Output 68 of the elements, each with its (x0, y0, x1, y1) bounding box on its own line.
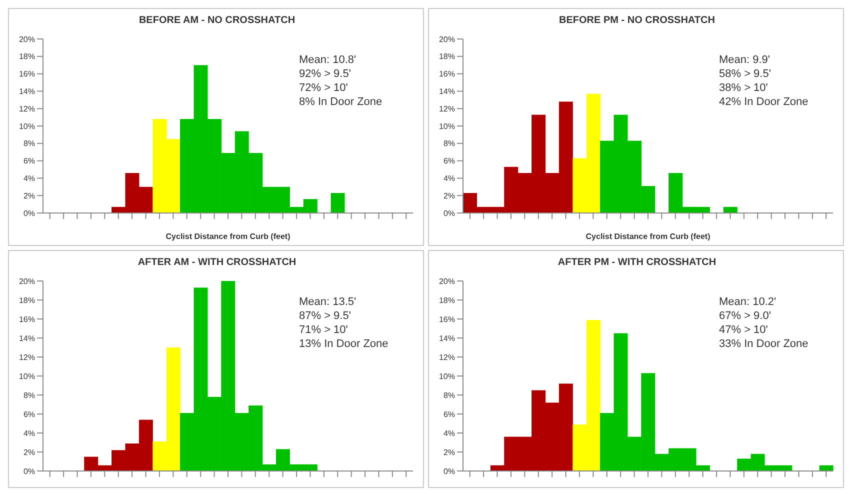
bar (723, 206, 738, 213)
y-tick-label: 12% (18, 352, 35, 362)
y-tick-label: 6% (23, 156, 35, 166)
annotation: Mean: 10.2' (719, 295, 778, 309)
y-tick-label: 16% (18, 70, 35, 79)
y-tick-label: 4% (23, 428, 35, 438)
y-tick-label: 18% (18, 296, 35, 305)
chart-title: BEFORE PM - NO CROSSHATCH (558, 15, 716, 26)
y-tick-label: 14% (438, 87, 455, 96)
y-tick-label: 10% (18, 122, 35, 131)
annotation: 8% In Door Zone (299, 95, 382, 109)
chart-title: AFTER PM - WITH CROSSHATCH (556, 257, 718, 268)
y-tick-label: 2% (443, 448, 455, 457)
x-axis-title: Cyclist Distance from Curb (feet) (166, 232, 291, 241)
y-tick-label: 14% (18, 87, 35, 96)
x-axis-title: Cyclist Distance from Curb (feet) (586, 232, 711, 241)
y-tick-label: 0% (443, 208, 455, 218)
y-tick-label: 8% (443, 390, 455, 400)
y-tick-label: 12% (438, 352, 455, 362)
y-tick-label: 18% (438, 52, 455, 62)
y-tick-label: 6% (23, 410, 35, 419)
bar (330, 192, 345, 213)
annotation: 92% > 9.5' (299, 67, 352, 81)
annotation: 42% In Door Zone (719, 95, 808, 109)
y-tick-label: 6% (443, 410, 455, 419)
y-tick-label: 20% (438, 276, 455, 286)
y-tick-label: 20% (438, 34, 455, 44)
annotation: Mean: 13.5' (299, 295, 358, 309)
y-tick-label: 2% (443, 191, 455, 200)
annotation: 47% > 10' (719, 323, 769, 337)
y-tick-label: 2% (23, 448, 35, 457)
y-tick-label: 8% (23, 390, 35, 400)
y-tick-label: 0% (23, 208, 35, 218)
y-tick-label: 4% (443, 174, 455, 184)
annotation: Mean: 10.8' (299, 53, 358, 67)
chart-title: BEFORE AM - NO CROSSHATCH (138, 15, 296, 26)
y-tick-label: 12% (438, 104, 455, 114)
chart-title: AFTER AM - WITH CROSSHATCH (136, 257, 298, 268)
y-tick-label: 20% (18, 34, 35, 44)
y-tick-label: 20% (18, 276, 35, 286)
annotation: Mean: 9.9' (719, 53, 772, 67)
y-tick-label: 10% (438, 372, 455, 381)
y-tick-label: 2% (23, 191, 35, 200)
annotation: 67% > 9.0' (719, 309, 772, 323)
annotation: 71% > 10' (299, 323, 349, 337)
y-tick-label: 16% (438, 314, 455, 324)
y-tick-label: 16% (438, 70, 455, 79)
annotation: 58% > 9.5' (719, 67, 772, 81)
annotation: 87% > 9.5' (299, 309, 352, 323)
y-tick-label: 8% (23, 139, 35, 148)
y-tick-label: 10% (18, 372, 35, 381)
y-tick-label: 8% (443, 139, 455, 148)
y-tick-label: 14% (438, 334, 455, 343)
y-tick-label: 4% (23, 174, 35, 184)
y-tick-label: 0% (443, 466, 455, 476)
annotation: 33% In Door Zone (719, 337, 808, 351)
y-tick-label: 18% (18, 52, 35, 62)
y-tick-label: 10% (438, 122, 455, 131)
annotation: 38% > 10' (719, 81, 769, 95)
y-tick-label: 4% (443, 428, 455, 438)
y-tick-label: 16% (18, 314, 35, 324)
annotation: 72% > 10' (299, 81, 349, 95)
y-tick-label: 14% (18, 334, 35, 343)
y-tick-label: 12% (18, 104, 35, 114)
y-tick-label: 18% (438, 296, 455, 305)
y-tick-label: 0% (23, 466, 35, 476)
annotation: 13% In Door Zone (299, 337, 388, 351)
y-tick-label: 6% (443, 156, 455, 166)
